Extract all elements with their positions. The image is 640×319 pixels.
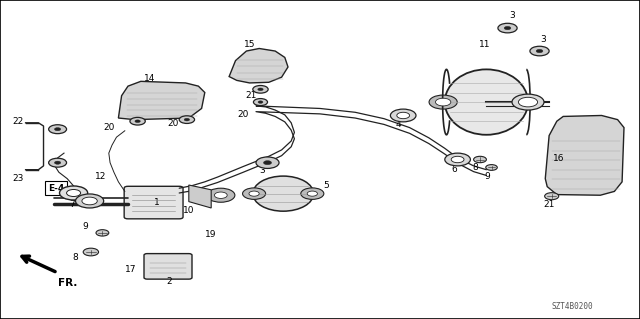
Circle shape xyxy=(54,161,61,164)
Text: 7: 7 xyxy=(69,200,74,209)
Circle shape xyxy=(264,161,271,165)
Text: 5: 5 xyxy=(324,181,329,190)
Circle shape xyxy=(504,26,511,30)
Text: 3: 3 xyxy=(509,11,515,20)
Circle shape xyxy=(249,191,259,196)
Circle shape xyxy=(545,193,559,200)
Circle shape xyxy=(184,118,189,121)
Circle shape xyxy=(214,192,227,198)
Text: 17: 17 xyxy=(125,265,137,274)
Text: 4: 4 xyxy=(396,120,401,129)
Circle shape xyxy=(258,88,263,91)
Circle shape xyxy=(536,49,543,53)
Circle shape xyxy=(60,186,88,200)
FancyBboxPatch shape xyxy=(144,254,192,279)
Text: 20: 20 xyxy=(103,123,115,132)
Text: 22: 22 xyxy=(12,117,24,126)
Ellipse shape xyxy=(253,176,314,211)
Text: 21: 21 xyxy=(245,91,257,100)
Circle shape xyxy=(49,125,67,134)
Text: 12: 12 xyxy=(95,172,107,181)
Text: 10: 10 xyxy=(183,206,195,215)
Circle shape xyxy=(474,156,486,163)
Text: 8: 8 xyxy=(73,253,78,262)
Polygon shape xyxy=(118,81,205,120)
Text: 9: 9 xyxy=(485,172,490,181)
Circle shape xyxy=(445,153,470,166)
Text: 11: 11 xyxy=(479,40,491,48)
Circle shape xyxy=(82,197,97,205)
Circle shape xyxy=(435,98,451,106)
Text: 16: 16 xyxy=(553,154,564,163)
Text: 23: 23 xyxy=(12,174,24,183)
Text: 20: 20 xyxy=(167,119,179,128)
FancyBboxPatch shape xyxy=(124,186,183,219)
Circle shape xyxy=(307,191,317,196)
Text: 6: 6 xyxy=(452,165,457,174)
Circle shape xyxy=(243,188,266,199)
Text: 15: 15 xyxy=(244,40,255,49)
Circle shape xyxy=(253,99,268,106)
Text: 1: 1 xyxy=(154,198,159,207)
Polygon shape xyxy=(189,185,211,208)
Circle shape xyxy=(135,120,140,122)
Text: 8: 8 xyxy=(473,163,478,172)
Circle shape xyxy=(512,94,544,110)
Text: 3: 3 xyxy=(540,35,545,44)
Circle shape xyxy=(49,158,67,167)
Circle shape xyxy=(486,165,497,170)
Text: E-4: E-4 xyxy=(48,184,65,193)
Circle shape xyxy=(429,95,457,109)
Text: FR.: FR. xyxy=(58,278,77,287)
Text: 9: 9 xyxy=(83,222,88,231)
Polygon shape xyxy=(229,48,288,83)
Circle shape xyxy=(83,248,99,256)
Circle shape xyxy=(96,230,109,236)
Circle shape xyxy=(397,112,410,119)
Text: 2: 2 xyxy=(167,277,172,286)
Circle shape xyxy=(390,109,416,122)
Text: 14: 14 xyxy=(144,74,156,83)
Circle shape xyxy=(518,97,538,107)
Circle shape xyxy=(130,117,145,125)
Ellipse shape xyxy=(445,70,528,135)
Circle shape xyxy=(256,157,279,168)
Circle shape xyxy=(530,46,549,56)
Circle shape xyxy=(179,116,195,123)
Polygon shape xyxy=(545,115,624,195)
Circle shape xyxy=(76,194,104,208)
Text: 21: 21 xyxy=(543,200,555,209)
Circle shape xyxy=(258,101,263,103)
Text: SZT4B0200: SZT4B0200 xyxy=(552,302,594,311)
Circle shape xyxy=(253,85,268,93)
Circle shape xyxy=(207,188,235,202)
Circle shape xyxy=(67,189,81,197)
Text: 3: 3 xyxy=(260,166,265,175)
Circle shape xyxy=(301,188,324,199)
Text: 20: 20 xyxy=(237,110,249,119)
Text: 19: 19 xyxy=(205,230,217,239)
Circle shape xyxy=(54,128,61,131)
Circle shape xyxy=(451,156,464,163)
Circle shape xyxy=(498,23,517,33)
